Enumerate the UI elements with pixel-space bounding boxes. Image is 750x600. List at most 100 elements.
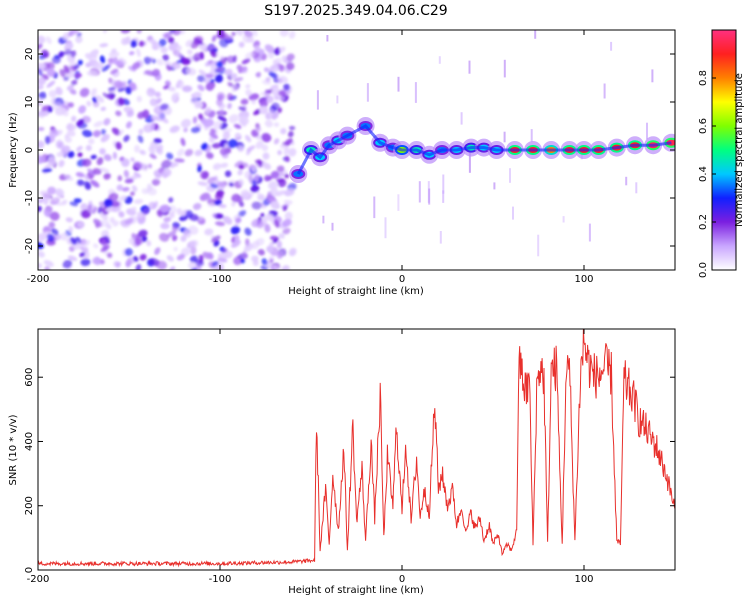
streak bbox=[366, 83, 369, 102]
spectrogram-y-ticks: -20 -10 0 10 20 bbox=[24, 48, 675, 254]
noise-blob bbox=[171, 95, 178, 102]
spectrogram-marks bbox=[38, 30, 675, 270]
noise-blob bbox=[51, 56, 61, 64]
colorbar-tick-label: 0.2 bbox=[698, 214, 709, 230]
streak bbox=[336, 95, 339, 104]
noise-blob bbox=[218, 203, 227, 209]
noise-blob bbox=[136, 95, 143, 103]
noise-blob bbox=[76, 145, 83, 152]
noise-blob bbox=[99, 167, 110, 173]
noise-blob bbox=[272, 264, 281, 270]
noise-blob bbox=[120, 158, 130, 167]
noise-blob bbox=[46, 233, 55, 242]
noise-blob bbox=[50, 97, 56, 105]
noise-blob bbox=[45, 36, 52, 45]
noise-blob bbox=[47, 156, 56, 166]
noise-blobs bbox=[38, 30, 297, 270]
noise-blob bbox=[184, 149, 194, 157]
noise-blob bbox=[180, 118, 192, 128]
streak bbox=[635, 182, 638, 194]
streak bbox=[537, 234, 540, 257]
y-tick-label: 200 bbox=[24, 496, 35, 515]
noise-blob bbox=[172, 235, 178, 242]
noise-blob bbox=[38, 140, 45, 149]
noise-blob bbox=[218, 109, 224, 116]
colorbar-tick-label: 0.6 bbox=[698, 118, 709, 134]
noise-blob bbox=[176, 208, 183, 216]
noise-blob bbox=[103, 198, 114, 208]
noise-blob bbox=[215, 67, 225, 72]
noise-blob bbox=[185, 210, 193, 218]
noise-blob bbox=[236, 64, 243, 71]
noise-blob bbox=[224, 170, 232, 178]
noise-blob bbox=[264, 44, 275, 54]
noise-blob bbox=[260, 212, 265, 218]
noise-blob bbox=[168, 197, 174, 203]
noise-blob bbox=[200, 170, 209, 180]
noise-blob bbox=[168, 162, 179, 168]
noise-blob bbox=[273, 48, 281, 56]
noise-blob bbox=[130, 191, 135, 196]
noise-blob bbox=[156, 260, 167, 270]
x-tick-label: 0 bbox=[399, 574, 405, 585]
streak bbox=[442, 174, 445, 194]
x-tick-label: 100 bbox=[574, 274, 593, 285]
noise-blob bbox=[232, 195, 242, 203]
noise-blob bbox=[220, 162, 229, 168]
signal-track bbox=[289, 117, 675, 183]
noise-blob bbox=[288, 30, 296, 39]
noise-blob bbox=[87, 168, 97, 176]
noise-blob bbox=[153, 138, 162, 144]
noise-blob bbox=[133, 198, 144, 205]
noise-blob bbox=[149, 98, 158, 107]
noise-blob bbox=[131, 61, 141, 70]
noise-blob bbox=[153, 169, 164, 178]
noise-blob bbox=[159, 232, 170, 242]
noise-blob bbox=[182, 85, 193, 93]
noise-blob bbox=[265, 213, 274, 221]
noise-blob bbox=[265, 95, 274, 104]
noise-blob bbox=[41, 168, 53, 173]
noise-blob bbox=[271, 102, 280, 111]
noise-blob bbox=[119, 195, 127, 201]
noise-blob bbox=[78, 105, 87, 114]
noise-blob bbox=[109, 217, 116, 224]
noise-blob bbox=[38, 76, 47, 86]
noise-blob bbox=[113, 60, 124, 66]
noise-blob bbox=[216, 92, 226, 101]
streak bbox=[316, 90, 319, 110]
noise-blob bbox=[209, 132, 219, 140]
noise-blob bbox=[143, 56, 152, 65]
noise-blob bbox=[161, 159, 172, 170]
x-tick-label: -100 bbox=[209, 574, 232, 585]
noise-blob bbox=[211, 142, 222, 149]
noise-blob bbox=[113, 261, 120, 268]
noise-blob bbox=[166, 230, 177, 238]
noise-blob bbox=[50, 228, 59, 236]
streak bbox=[397, 76, 400, 92]
chart-title: S197.2025.349.04.06.C29 bbox=[264, 3, 447, 19]
streak bbox=[512, 206, 514, 220]
noise-blob bbox=[141, 188, 149, 195]
noise-blob bbox=[38, 111, 42, 118]
noise-blob bbox=[245, 134, 252, 143]
noise-blob bbox=[56, 151, 65, 158]
noise-blob bbox=[205, 152, 214, 159]
noise-blob bbox=[197, 165, 202, 173]
noise-blob bbox=[284, 188, 295, 197]
noise-blob bbox=[259, 99, 268, 108]
noise-blob bbox=[100, 218, 109, 227]
snr-x-label: Height of straight line (km) bbox=[288, 585, 424, 596]
noise-blob bbox=[204, 228, 214, 236]
noise-blob bbox=[85, 53, 93, 60]
noise-blob bbox=[255, 72, 260, 78]
noise-blob bbox=[194, 258, 204, 267]
noise-blob bbox=[38, 126, 45, 132]
noise-blob bbox=[231, 240, 241, 248]
noise-blob bbox=[128, 65, 137, 72]
noise-blob bbox=[67, 102, 74, 108]
noise-blob bbox=[255, 140, 264, 149]
noise-blob bbox=[249, 191, 254, 197]
noise-blob bbox=[60, 232, 68, 241]
noise-blob bbox=[205, 73, 214, 79]
